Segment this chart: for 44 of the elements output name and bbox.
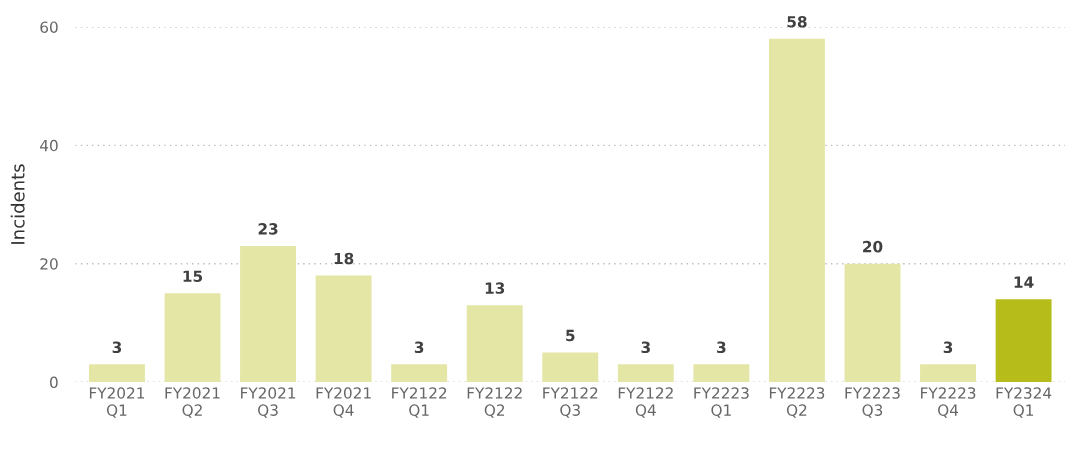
data-label: 23 [258, 223, 278, 235]
data-label: 5 [566, 329, 575, 342]
x-tick-label: FY2021 Q4 [316, 387, 371, 418]
data-label: 3 [112, 341, 122, 354]
x-tick-label: FY2223 Q1 [694, 387, 749, 418]
x-tick-label: FY2021 Q3 [241, 387, 296, 418]
bar [315, 275, 372, 383]
x-tick-label: FY2324 Q1 [996, 387, 1052, 418]
bar [240, 245, 297, 383]
bar [995, 299, 1052, 383]
data-label: 3 [414, 341, 424, 354]
x-tick-label: FY2223 Q3 [845, 387, 900, 418]
data-label: 18 [334, 252, 354, 265]
data-label: 20 [863, 240, 883, 253]
data-label: 14 [1014, 276, 1034, 288]
bar [768, 38, 825, 383]
x-tick-label: FY2122 Q4 [618, 387, 673, 418]
x-tick-label: FY2223 Q4 [921, 387, 976, 418]
x-tick-label: FY2223 Q2 [769, 387, 825, 418]
x-tick-label: FY2021 Q2 [165, 387, 220, 418]
bar [466, 305, 523, 383]
x-tick-label: FY2122 Q2 [467, 387, 522, 418]
bar [693, 364, 750, 383]
y-tick-label: 20 [40, 258, 58, 270]
bar [542, 352, 599, 383]
data-label: 13 [485, 282, 505, 294]
bar [920, 364, 976, 383]
bar [164, 293, 221, 383]
x-tick-label: FY2122 Q1 [392, 387, 447, 418]
bar [391, 364, 448, 383]
x-tick-label: FY2122 Q3 [543, 387, 598, 418]
y-tick-label: 0 [50, 376, 58, 389]
data-label: 3 [641, 341, 650, 354]
data-label: 3 [717, 341, 726, 354]
bar [617, 364, 674, 383]
data-label: 58 [787, 15, 807, 28]
y-tick-label: 60 [40, 21, 58, 33]
y-axis-title: Incidents [10, 164, 25, 244]
y-tick-label: 40 [40, 139, 58, 152]
x-tick-label: FY2021 Q1 [89, 387, 145, 418]
bar [844, 263, 901, 383]
data-label: 3 [943, 341, 953, 354]
data-label: 15 [183, 270, 203, 283]
bar [88, 364, 145, 383]
